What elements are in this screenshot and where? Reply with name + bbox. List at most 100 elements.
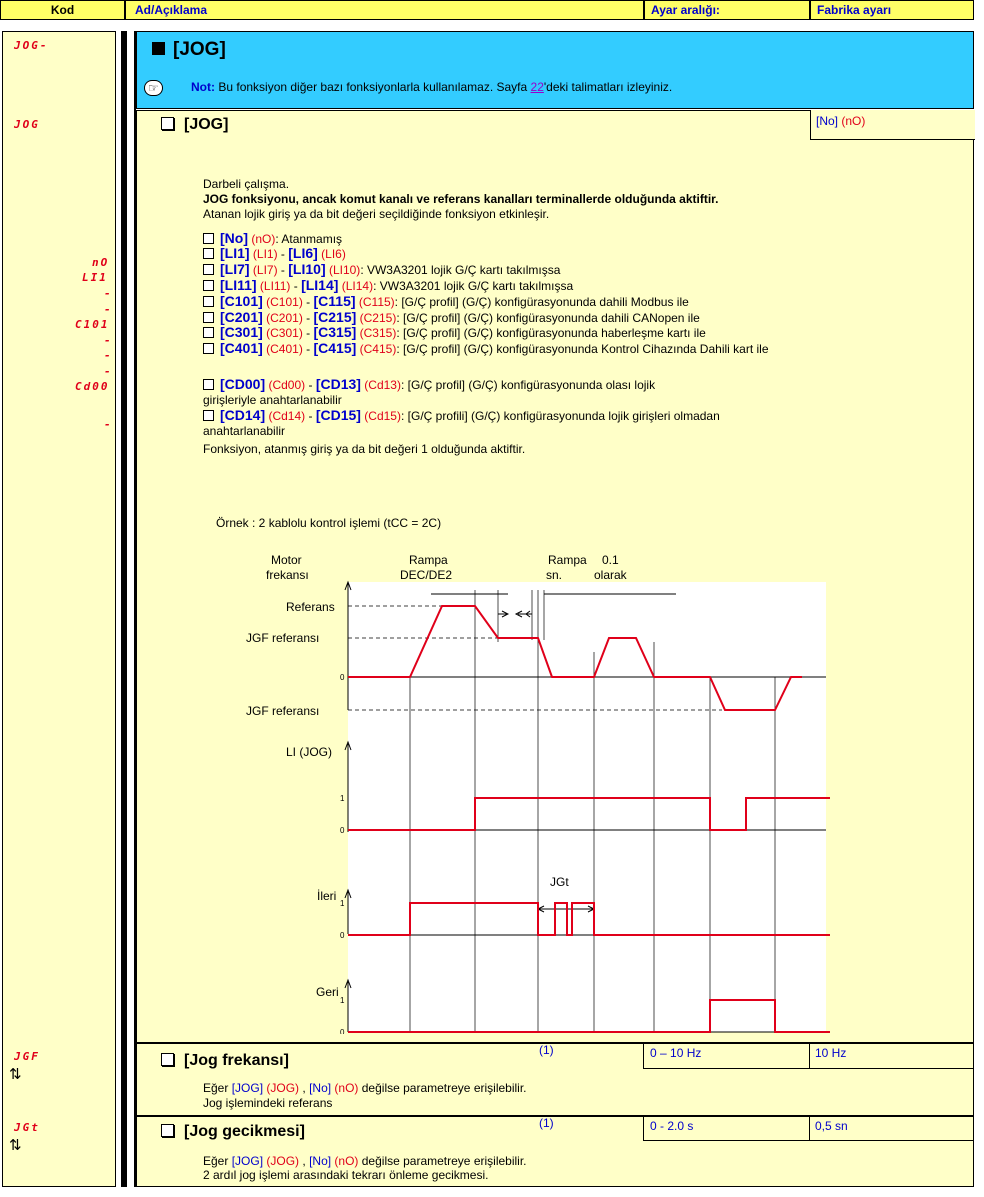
jog-desc1: Darbeli çalışma. xyxy=(203,177,290,191)
side-code-dash: - xyxy=(104,349,113,362)
side-code-dash: - xyxy=(104,287,113,300)
header-code: Kod xyxy=(0,0,125,20)
divider xyxy=(809,1043,810,1068)
divider xyxy=(134,31,136,1187)
jgt-code: JGt xyxy=(14,1121,40,1134)
option-item: [LI1] (LI1) - [LI6] (LI6) xyxy=(203,246,346,261)
diagram-ramp-label: Rampa xyxy=(409,553,448,567)
checkbox-icon xyxy=(203,264,214,275)
option-item: [No] (nO): Atanmamış xyxy=(203,231,342,246)
option-item: [C101] (C101) - [C115] (C115): [G/Ç prof… xyxy=(203,294,689,309)
axis-one: 1 xyxy=(340,996,345,1005)
option-item: [CD00] (Cd00) - [CD13] (Cd13): [G/Ç prof… xyxy=(203,377,655,392)
up-down-arrows-icon: ⇅ xyxy=(9,1066,22,1083)
side-code-dash: - xyxy=(104,303,113,316)
jog-code: JOG xyxy=(14,118,40,131)
jgf-desc2: Jog işlemindeki referans xyxy=(203,1096,333,1110)
jgf-factory: 10 Hz xyxy=(815,1046,847,1060)
option-item: [C201] (C201) - [C215] (C215): [G/Ç prof… xyxy=(203,310,700,325)
checkbox-icon xyxy=(203,233,214,244)
checkbox-icon xyxy=(203,379,214,390)
axis-zero: 0 xyxy=(340,673,345,682)
side-code-Cd00: Cd00 xyxy=(75,380,110,393)
option-item: [C401] (C401) - [C415] (C415): [G/Ç prof… xyxy=(203,341,769,356)
side-code-dash: - xyxy=(104,365,113,378)
menu-code: JOG- xyxy=(14,39,49,52)
diagram-motor-label: frekansı xyxy=(266,568,309,582)
checkbox-icon xyxy=(203,280,214,291)
side-code-dash: - xyxy=(104,418,113,431)
diagram-jgf-label: JGF referansı xyxy=(246,631,319,645)
diagram-motor-label: Motor xyxy=(271,553,302,567)
diagram-fwd-label: İleri xyxy=(317,889,336,903)
diagram-jgt-label: JGt xyxy=(550,875,569,889)
side-code-dash: - xyxy=(104,334,113,347)
diagram-value-label: olarak xyxy=(594,568,628,582)
jgt-desc: Eğer [JOG] (JOG) , [No] (nO) değilse par… xyxy=(203,1154,527,1168)
checkbox-icon xyxy=(203,248,214,259)
diagram-ramp-label: DEC/DE2 xyxy=(400,568,452,582)
checkbox-icon xyxy=(203,327,214,338)
jgf-panel xyxy=(136,1043,974,1116)
option-item: [LI7] (LI7) - [LI10] (LI10): VW3A3201 lo… xyxy=(203,262,560,277)
jgf-title: [Jog frekansı] xyxy=(161,1052,289,1070)
diagram-ref-label: Referans xyxy=(286,600,335,614)
diagram-ramp-label: sn. xyxy=(546,568,562,582)
divider xyxy=(643,1116,644,1140)
jgf-note: (1) xyxy=(539,1043,554,1057)
axis-zero: 0 xyxy=(340,931,345,940)
jgf-desc: Eğer [JOG] (JOG) , [No] (nO) değilse par… xyxy=(203,1081,527,1095)
axis-zero: 0 xyxy=(340,1028,345,1034)
note-label: Not: xyxy=(191,80,215,94)
menu-note: Not: Bu fonksiyon diğer bazı fonksiyonla… xyxy=(191,80,672,94)
diagram-jgf-neg-label: JGF referansı xyxy=(246,704,319,718)
active-note: Fonksiyon, atanmış giriş ya da bit değer… xyxy=(203,442,526,456)
checkbox-icon xyxy=(203,410,214,421)
axis-one: 1 xyxy=(340,899,345,908)
option-item: [C301] (C301) - [C315] (C315): [G/Ç prof… xyxy=(203,325,706,340)
page-link[interactable]: 22 xyxy=(530,80,544,94)
checkbox-icon xyxy=(203,312,214,323)
diagram-value-label: 0.1 xyxy=(602,553,619,567)
jgt-panel xyxy=(136,1116,974,1187)
axis-one: 1 xyxy=(340,794,345,803)
option-item: [LI11] (LI11) - [LI14] (LI14): VW3A3201 … xyxy=(203,278,573,293)
up-down-arrows-icon: ⇅ xyxy=(9,1137,22,1154)
divider xyxy=(643,1068,974,1069)
timing-diagram: Motor frekansı Rampa DEC/DE2 Rampa sn. 0… xyxy=(246,553,830,1034)
wrap-cd00: girişleriyle anahtarlanabilir xyxy=(203,393,342,407)
jog-desc3: Atanan lojik giriş ya da bit değeri seçi… xyxy=(203,207,550,221)
jgt-desc2: 2 ardıl jog işlemi arasındaki tekrarı ön… xyxy=(203,1168,489,1182)
divider xyxy=(643,1043,644,1068)
menu-row xyxy=(136,31,974,109)
jog-title: [JOG] xyxy=(161,116,228,134)
diagram-li-label: LI (JOG) xyxy=(286,745,332,759)
checkbox-icon xyxy=(203,343,214,354)
example-text: Örnek : 2 kablolu kontrol işlemi (tCC = … xyxy=(216,516,442,530)
jgf-code: JGF xyxy=(14,1050,40,1063)
jog-desc2: JOG fonksiyonu, ancak komut kanalı ve re… xyxy=(203,192,719,206)
checkbox-icon xyxy=(203,296,214,307)
jog-default-box xyxy=(810,110,975,140)
header-name: Ad/Açıklama xyxy=(125,0,644,20)
menu-title: [JOG] xyxy=(152,39,226,61)
jgt-note: (1) xyxy=(539,1116,554,1130)
note-suffix: 'deki talimatları izleyiniz. xyxy=(543,80,673,94)
divider xyxy=(809,1116,810,1140)
side-code-nO: nO xyxy=(92,256,110,269)
jog-default: [No] (nO) xyxy=(816,114,866,128)
wrap-cd14: anahtarlanabilir xyxy=(203,424,286,438)
header-range: Ayar aralığı: xyxy=(644,0,810,20)
pointing-hand-icon: ☞ xyxy=(144,80,163,96)
side-code-LI1: LI1 xyxy=(82,271,108,284)
jgt-range: 0 - 2.0 s xyxy=(650,1119,694,1133)
divider xyxy=(121,31,127,1187)
diagram-ramp-label: Rampa xyxy=(548,553,587,567)
jgt-title: [Jog gecikmesi] xyxy=(161,1123,305,1141)
diagram-rev-label: Geri xyxy=(316,985,339,999)
axis-zero: 0 xyxy=(340,826,345,835)
header-factory: Fabrika ayarı xyxy=(810,0,974,20)
option-item: [CD14] (Cd14) - [CD15] (Cd15): [G/Ç prof… xyxy=(203,408,720,423)
side-code-C101: C101 xyxy=(75,318,110,331)
jgt-factory: 0,5 sn xyxy=(815,1119,848,1133)
